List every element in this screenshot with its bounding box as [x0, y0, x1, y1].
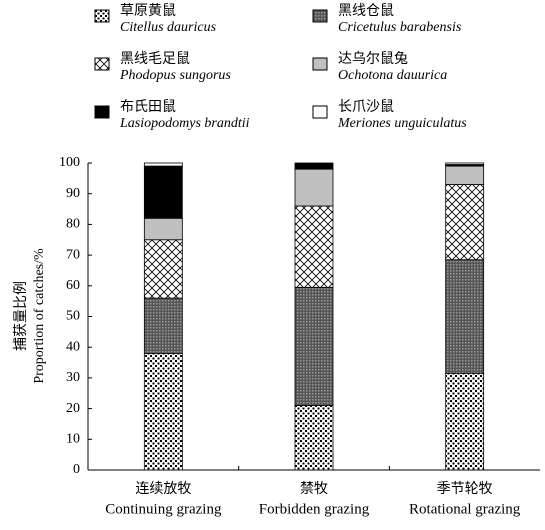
legend-swatch — [94, 57, 110, 71]
bar-segment — [143, 352, 183, 471]
y-tick-label: 80 — [66, 217, 80, 232]
y-axis-label: 捕获量比例 Proportion of catches/% — [13, 248, 47, 384]
legend-label: 达乌尔鼠兔 — [338, 51, 408, 67]
legend-swatch — [312, 105, 328, 119]
legend-latin: Ochotona dauurica — [338, 68, 447, 83]
y-tick-label: 70 — [66, 247, 80, 262]
y-tick-label: 100 — [59, 155, 80, 170]
bar-segment — [445, 184, 485, 261]
y-label-en: Proportion of catches/% — [32, 248, 47, 384]
bar-segment — [294, 162, 334, 170]
bar-segment — [445, 259, 485, 374]
bar-segment — [294, 405, 334, 471]
y-tick-label: 10 — [66, 432, 80, 447]
legend-label: 草原黄鼠 — [120, 2, 176, 19]
y-tick-label: 0 — [73, 462, 80, 477]
bar-segment — [143, 165, 183, 219]
bar-segment — [294, 168, 334, 207]
bar-segment — [294, 205, 334, 288]
x-tick-label: 禁牧 — [300, 481, 328, 497]
legend-swatch — [94, 105, 110, 119]
y-tick-label: 90 — [66, 186, 80, 201]
legend-label: 布氏田鼠 — [120, 99, 176, 115]
legend-swatch — [94, 9, 110, 23]
bar-segment — [445, 165, 485, 185]
legend-swatch — [312, 57, 328, 71]
bar-segment — [445, 372, 485, 471]
y-tick-label: 50 — [66, 309, 80, 324]
legend-label: 黑线仓鼠 — [338, 3, 394, 19]
legend-label: 黑线毛足鼠 — [120, 51, 190, 67]
y-tick-label: 60 — [66, 278, 80, 293]
legend-swatch — [312, 9, 328, 23]
legend-latin: Citellus dauricus — [120, 20, 217, 35]
x-tick-label: 连续放牧 — [135, 480, 191, 497]
x-tick-label-en: Forbidden grazing — [259, 501, 370, 517]
legend-latin: Meriones unguiculatus — [337, 116, 467, 131]
bar-segment — [143, 217, 183, 241]
legend-latin: Lasiopodomys brandtii — [119, 116, 250, 131]
x-tick-label: 季节轮牧 — [437, 481, 493, 497]
bar-segment — [294, 286, 334, 406]
x-tick-label-en: Continuing grazing — [105, 501, 222, 517]
bar-segment — [143, 297, 183, 354]
legend-label: 长爪沙鼠 — [338, 99, 394, 115]
legend-latin: Phodopus sungorus — [119, 68, 231, 83]
bar-segment — [143, 239, 183, 299]
y-tick-label: 20 — [66, 401, 80, 416]
legend-latin: Cricetulus barabensis — [338, 20, 462, 35]
y-tick-label: 30 — [66, 370, 80, 385]
y-tick-label: 40 — [66, 339, 80, 354]
y-label: 捕获量比例 — [13, 281, 29, 351]
bar-segment — [143, 162, 183, 167]
x-tick-label-en: Rotational grazing — [409, 501, 521, 517]
bar-segment — [445, 162, 485, 165]
